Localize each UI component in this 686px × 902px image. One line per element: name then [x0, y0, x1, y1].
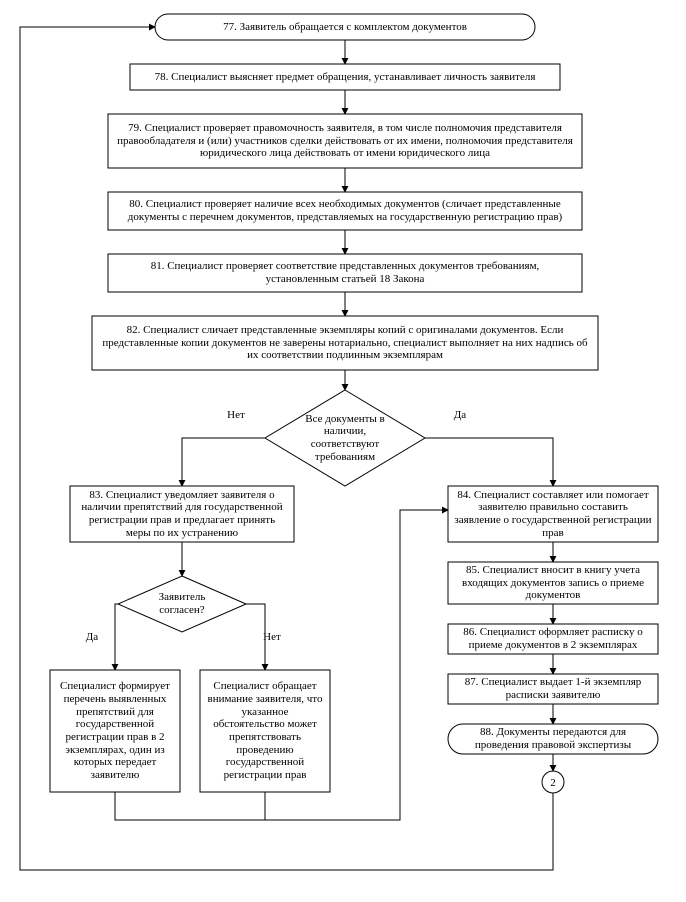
node-text-nNo: Специалист обращает внимание заявителя, … [200, 670, 330, 792]
edge-label: Нет [227, 409, 245, 421]
node-text-n77: 77. Заявитель обращается с комплектом до… [155, 14, 535, 40]
edge-d2-nNo [246, 604, 265, 670]
node-text-n86: 86. Специалист оформляет расписку о прие… [448, 624, 658, 654]
edge-label: Да [454, 409, 467, 421]
node-text-n85: 85. Специалист вносит в книгу учета вход… [448, 562, 658, 604]
edge-d1-n84 [425, 438, 553, 486]
node-text-n87: 87. Специалист выдает 1-й экземпляр расп… [448, 674, 658, 704]
node-text-n82: 82. Специалист сличает представленные эк… [92, 316, 598, 370]
edge-label: Нет [263, 631, 281, 643]
edge-d1-n83 [182, 438, 265, 486]
node-text-n81: 81. Специалист проверяет соответствие пр… [108, 254, 582, 292]
node-text-n80: 80. Специалист проверяет наличие всех не… [108, 192, 582, 230]
edge-d2-nYes [115, 604, 118, 670]
node-text-nYes: Специалист формирует перечень выявленных… [50, 670, 180, 792]
node-text-d1: Все документы в наличии, соответствуют т… [287, 392, 402, 483]
node-text-n88: 88. Документы передаются для проведения … [448, 724, 658, 754]
node-text-n83: 83. Специалист уведомляет заявителя о на… [70, 486, 294, 542]
node-text-d2: Заявитель согласен? [136, 577, 228, 630]
node-text-n84: 84. Специалист составляет или помогает з… [448, 486, 658, 542]
edge-label: Да [86, 631, 99, 643]
node-text-n79: 79. Специалист проверяет правомочность з… [108, 114, 582, 168]
node-text-n78: 78. Специалист выясняет предмет обращени… [130, 64, 560, 90]
node-text-conn2: 2 [550, 777, 556, 789]
